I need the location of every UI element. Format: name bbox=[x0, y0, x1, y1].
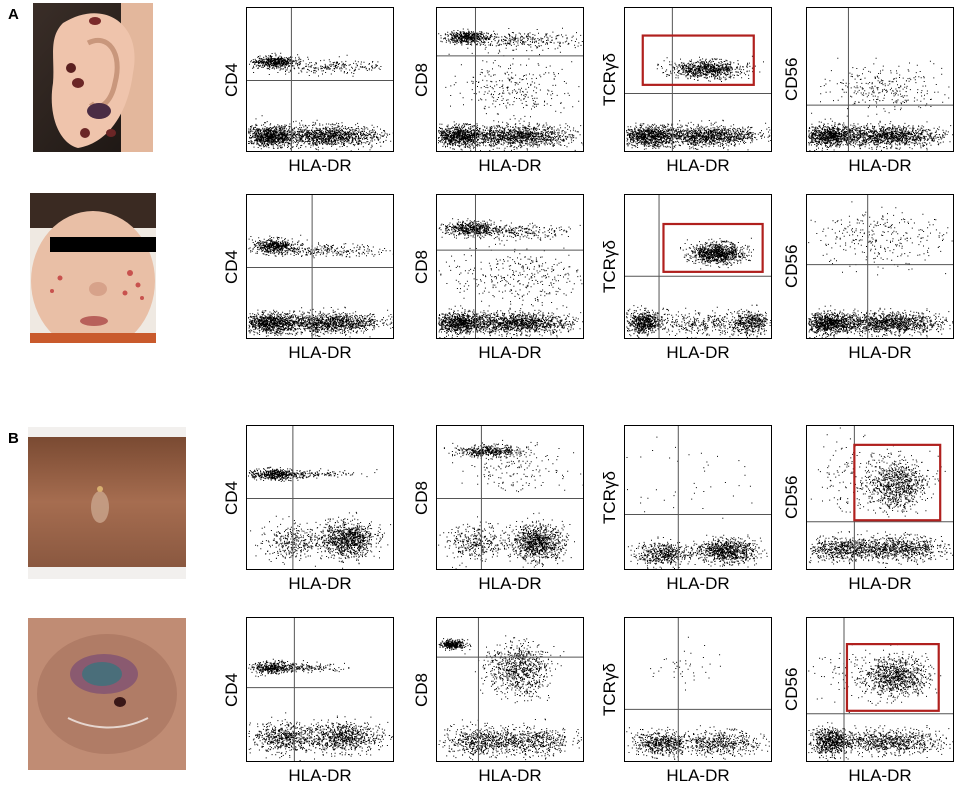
scatter-plot-r1-cd4 bbox=[246, 7, 394, 152]
dot-cloud bbox=[625, 426, 771, 569]
scatter-plot-r4-cd56 bbox=[806, 617, 954, 762]
event-dots bbox=[626, 237, 771, 338]
dot-cloud bbox=[437, 8, 583, 151]
gate-rectangle bbox=[845, 643, 940, 712]
gate-rectangle bbox=[662, 222, 764, 273]
y-axis-label: CD4 bbox=[222, 672, 241, 707]
event-dots bbox=[438, 635, 582, 761]
dot-cloud bbox=[247, 8, 393, 151]
photo-face-rash bbox=[30, 193, 156, 343]
y-axis-label: CD56 bbox=[782, 475, 801, 519]
dot-cloud bbox=[807, 8, 953, 151]
photo-arm-blister bbox=[28, 427, 186, 579]
event-dots bbox=[626, 55, 771, 151]
event-dots bbox=[626, 436, 768, 569]
x-axis-label: HLA-DR bbox=[288, 343, 352, 362]
x-axis-label: HLA-DR bbox=[666, 343, 730, 362]
x-axis-label: HLA-DR bbox=[478, 343, 542, 362]
scatter-plot-r2-cd8 bbox=[436, 194, 584, 339]
scatter-plot-r4-cd8 bbox=[436, 617, 584, 762]
event-dots bbox=[248, 466, 392, 569]
scatter-plot-r4-tcr bbox=[624, 617, 772, 762]
x-axis-label: HLA-DR bbox=[288, 156, 352, 175]
y-axis-label: CD56 bbox=[782, 244, 801, 288]
y-axis-label: CD8 bbox=[412, 672, 431, 707]
dot-cloud bbox=[625, 8, 771, 151]
panel-label-a: A bbox=[8, 6, 19, 23]
dot-cloud bbox=[807, 618, 953, 761]
y-axis-label: TCRγδ bbox=[600, 663, 619, 716]
x-axis-label: HLA-DR bbox=[478, 766, 542, 785]
dot-cloud bbox=[807, 426, 953, 569]
event-dots bbox=[248, 658, 393, 761]
gate-rectangle bbox=[853, 443, 942, 522]
dot-cloud bbox=[625, 195, 771, 338]
dot-cloud bbox=[247, 426, 393, 569]
scatter-plot-r4-cd4 bbox=[246, 617, 394, 762]
dot-cloud bbox=[247, 195, 393, 338]
x-axis-label: HLA-DR bbox=[848, 343, 912, 362]
y-axis-label: CD56 bbox=[782, 667, 801, 711]
event-dots bbox=[438, 218, 583, 338]
y-axis-label: CD8 bbox=[412, 249, 431, 284]
event-dots bbox=[248, 52, 393, 151]
gate-rectangle bbox=[641, 34, 755, 86]
y-axis-label: TCRγδ bbox=[600, 53, 619, 106]
scatter-plot-r3-cd56 bbox=[806, 425, 954, 570]
x-axis-label: HLA-DR bbox=[666, 766, 730, 785]
event-dots bbox=[438, 439, 583, 569]
x-axis-label: HLA-DR bbox=[848, 574, 912, 593]
y-axis-label: CD4 bbox=[222, 62, 241, 97]
x-axis-label: HLA-DR bbox=[848, 766, 912, 785]
y-axis-label: CD8 bbox=[412, 62, 431, 97]
event-dots bbox=[808, 201, 953, 338]
dot-cloud bbox=[437, 195, 583, 338]
scatter-plot-r1-cd56 bbox=[806, 7, 954, 152]
panel-label-b: B bbox=[8, 430, 19, 447]
scatter-plot-r1-cd8 bbox=[436, 7, 584, 152]
y-axis-label: TCRγδ bbox=[600, 240, 619, 293]
event-dots bbox=[248, 234, 393, 338]
dot-cloud bbox=[625, 618, 771, 761]
x-axis-label: HLA-DR bbox=[478, 574, 542, 593]
scatter-plot-r2-cd4 bbox=[246, 194, 394, 339]
scatter-plot-r3-cd4 bbox=[246, 425, 394, 570]
event-dots bbox=[808, 427, 953, 568]
scatter-plot-r2-tcr bbox=[624, 194, 772, 339]
x-axis-label: HLA-DR bbox=[848, 156, 912, 175]
x-axis-label: HLA-DR bbox=[288, 766, 352, 785]
event-dots bbox=[808, 644, 953, 761]
y-axis-label: CD56 bbox=[782, 57, 801, 101]
photo-skin-ulcer bbox=[28, 618, 186, 770]
scatter-plot-r1-tcr bbox=[624, 7, 772, 152]
event-dots bbox=[808, 57, 953, 151]
scatter-plot-r2-cd56 bbox=[806, 194, 954, 339]
y-axis-label: CD4 bbox=[222, 480, 241, 515]
dot-cloud bbox=[437, 618, 583, 761]
x-axis-label: HLA-DR bbox=[478, 156, 542, 175]
dot-cloud bbox=[807, 195, 953, 338]
y-axis-label: TCRγδ bbox=[600, 471, 619, 524]
y-axis-label: CD8 bbox=[412, 480, 431, 515]
x-axis-label: HLA-DR bbox=[666, 574, 730, 593]
scatter-plot-r3-cd8 bbox=[436, 425, 584, 570]
photo-ear-lesion bbox=[33, 3, 153, 152]
x-axis-label: HLA-DR bbox=[666, 156, 730, 175]
dot-cloud bbox=[247, 618, 393, 761]
scatter-plot-r3-tcr bbox=[624, 425, 772, 570]
x-axis-label: HLA-DR bbox=[288, 574, 352, 593]
y-axis-label: CD4 bbox=[222, 249, 241, 284]
dot-cloud bbox=[437, 426, 583, 569]
event-dots bbox=[438, 27, 583, 151]
event-dots bbox=[626, 636, 770, 760]
